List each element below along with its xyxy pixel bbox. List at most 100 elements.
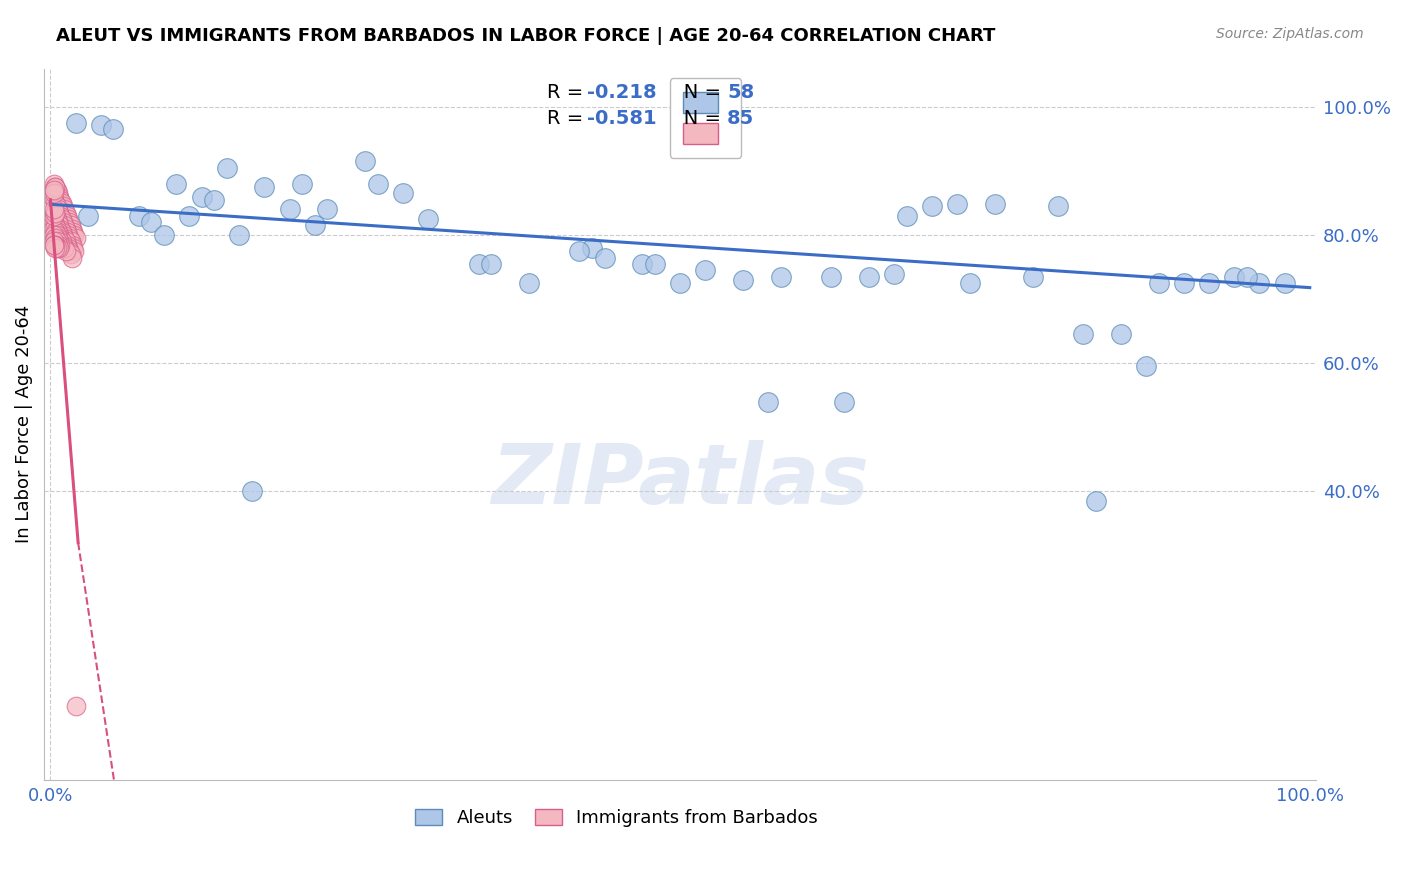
Text: ALEUT VS IMMIGRANTS FROM BARBADOS IN LABOR FORCE | AGE 20-64 CORRELATION CHART: ALEUT VS IMMIGRANTS FROM BARBADOS IN LAB… — [56, 27, 995, 45]
Point — [731, 273, 754, 287]
Point — [215, 161, 238, 175]
Point — [165, 177, 187, 191]
Point — [568, 244, 591, 258]
Point — [55, 205, 77, 219]
Point — [128, 209, 150, 223]
Point — [820, 269, 842, 284]
Point — [59, 219, 82, 233]
Text: -0.218: -0.218 — [588, 83, 657, 103]
Point — [59, 247, 82, 261]
Text: R =: R = — [547, 109, 589, 128]
Point — [896, 209, 918, 223]
Point — [62, 241, 84, 255]
Point — [45, 228, 67, 243]
Point — [44, 180, 66, 194]
Point — [53, 241, 76, 255]
Point — [392, 186, 415, 201]
Point — [921, 199, 943, 213]
Point — [46, 215, 69, 229]
Point — [1198, 276, 1220, 290]
Point — [51, 225, 73, 239]
Point — [959, 276, 981, 290]
Point — [46, 231, 69, 245]
Point — [63, 228, 86, 243]
Point — [52, 215, 75, 229]
Point — [44, 231, 66, 245]
Text: 85: 85 — [727, 109, 755, 128]
Point — [45, 221, 67, 235]
Point — [58, 231, 80, 245]
Point — [418, 212, 440, 227]
Point — [45, 212, 67, 227]
Point — [44, 205, 66, 219]
Point — [479, 257, 502, 271]
Point — [55, 235, 77, 249]
Point — [1173, 276, 1195, 290]
Point — [44, 221, 66, 235]
Point — [883, 267, 905, 281]
Point — [44, 209, 66, 223]
Point — [354, 154, 377, 169]
Point — [1147, 276, 1170, 290]
Point — [52, 228, 75, 243]
Point — [56, 212, 79, 227]
Point — [46, 202, 69, 217]
Point — [44, 237, 66, 252]
Point — [55, 221, 77, 235]
Text: R =: R = — [547, 83, 589, 103]
Point — [45, 199, 67, 213]
Point — [1109, 327, 1132, 342]
Point — [56, 241, 79, 255]
Point — [44, 225, 66, 239]
Point — [51, 235, 73, 249]
Point — [48, 219, 70, 233]
Point — [44, 202, 66, 217]
Text: N =: N = — [665, 83, 727, 103]
Point — [1249, 276, 1271, 290]
Text: Source: ZipAtlas.com: Source: ZipAtlas.com — [1216, 27, 1364, 41]
Point — [367, 177, 389, 191]
Point — [467, 257, 489, 271]
Point — [52, 199, 75, 213]
Point — [177, 209, 200, 223]
Point — [984, 197, 1007, 211]
Point — [53, 231, 76, 245]
Point — [55, 244, 77, 258]
Point — [44, 209, 66, 223]
Point — [695, 263, 717, 277]
Point — [56, 228, 79, 243]
Point — [1274, 276, 1296, 290]
Point — [1084, 494, 1107, 508]
Text: ZIPatlas: ZIPatlas — [491, 441, 869, 522]
Point — [58, 244, 80, 258]
Point — [46, 186, 69, 201]
Point — [44, 241, 66, 255]
Point — [53, 219, 76, 233]
Point — [1135, 359, 1157, 374]
Point — [103, 122, 125, 136]
Point — [44, 219, 66, 233]
Point — [228, 228, 250, 243]
Point — [44, 183, 66, 197]
Point — [46, 225, 69, 239]
Point — [48, 205, 70, 219]
Point — [253, 180, 276, 194]
Point — [644, 257, 666, 271]
Point — [202, 193, 225, 207]
Point — [304, 219, 326, 233]
Point — [49, 193, 72, 207]
Point — [65, 231, 87, 245]
Point — [44, 186, 66, 201]
Point — [51, 196, 73, 211]
Point — [49, 221, 72, 235]
Point — [90, 118, 112, 132]
Point — [1071, 327, 1094, 342]
Point — [152, 228, 174, 243]
Point — [44, 237, 66, 252]
Point — [141, 215, 163, 229]
Point — [44, 183, 66, 197]
Point — [65, 116, 87, 130]
Point — [55, 225, 77, 239]
Point — [278, 202, 301, 217]
Point — [77, 209, 100, 223]
